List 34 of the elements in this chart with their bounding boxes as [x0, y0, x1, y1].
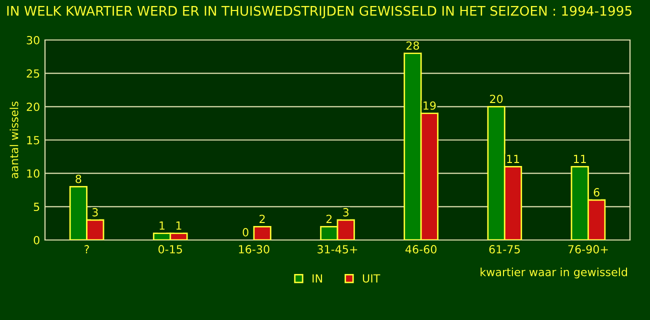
data-label: 28 [406, 41, 420, 50]
x-tick-label: 76-90+ [568, 245, 608, 254]
data-label: 11 [574, 154, 586, 163]
legend-label: UIT [362, 274, 380, 283]
x-tick-label: ? [84, 245, 89, 254]
data-label: 1 [160, 222, 165, 230]
y-tick-label: 30 [26, 36, 40, 44]
x-tick-label: 31-45+ [318, 245, 358, 254]
y-tick-label: 15 [27, 136, 40, 144]
data-label: 2 [260, 214, 265, 223]
x-axis-title: kwartier waar in gewisseld [480, 268, 627, 278]
x-tick-label: 46-60 [405, 245, 436, 254]
data-label: 11 [507, 154, 520, 163]
data-label: 1 [176, 222, 182, 230]
bar [253, 226, 272, 240]
y-tick-label: 10 [27, 169, 40, 178]
x-tick-label: 16-30 [239, 245, 270, 254]
data-label: 19 [424, 101, 436, 110]
y-tick-label: 0 [34, 236, 40, 244]
data-label: 3 [343, 208, 348, 216]
y-tick-label: 5 [34, 202, 40, 212]
legend-label: IN [312, 274, 322, 282]
y-axis-title: aantal wissels [10, 102, 18, 178]
data-label: 8 [76, 174, 82, 184]
y-tick-label: 25 [26, 69, 40, 78]
data-label: 0 [242, 228, 248, 236]
x-tick-label: 0-15 [158, 245, 182, 254]
x-tick-label: 61-75 [489, 245, 520, 254]
data-label: 3 [92, 208, 98, 216]
chart-title: IN WELK KWARTIER WERD ER IN THUISWEDSTRIJDEN GEWISSELD IN HET SEIZOEN : 1994-1995 [7, 6, 632, 18]
data-label: 20 [490, 94, 503, 104]
y-tick-label: 20 [26, 102, 40, 112]
data-label: 2 [326, 214, 332, 223]
data-label: 6 [594, 188, 600, 196]
